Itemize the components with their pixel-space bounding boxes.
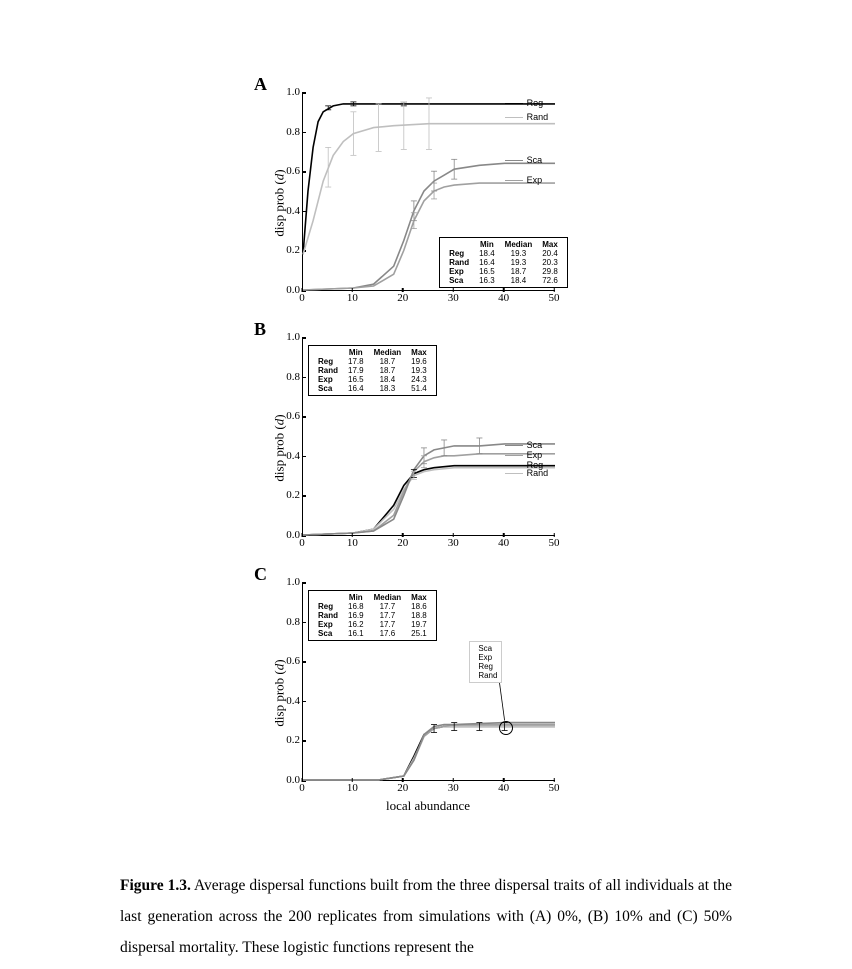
plot-area-a: RegRandScaExpMinMedianMaxReg18.419.320.4…	[302, 92, 555, 291]
panel-c: C disp prob (d) 0.00.20.40.60.81.0 ScaEx…	[260, 570, 590, 815]
page: A disp prob (d) 0.00.20.40.60.81.0 RegRa…	[0, 0, 852, 969]
legend-item: Sca	[505, 155, 543, 165]
yticks-a: 0.00.20.40.60.81.0	[274, 92, 300, 290]
legend-item: Rand	[505, 112, 549, 122]
legend-item: Exp	[505, 450, 543, 460]
legend-item: Rand	[505, 468, 549, 478]
panel-letter-a: A	[254, 74, 267, 95]
panel-letter-c: C	[254, 564, 267, 585]
plot-area-b: ScaExpRegRandMinMedianMaxReg17.818.719.6…	[302, 337, 555, 536]
legend-item: Reg	[505, 98, 544, 108]
callout-circle	[499, 721, 513, 735]
yticks-c: 0.00.20.40.60.81.0	[274, 582, 300, 780]
xlabel: local abundance	[302, 798, 554, 814]
figure-block: A disp prob (d) 0.00.20.40.60.81.0 RegRa…	[260, 80, 590, 815]
panel-b: B disp prob (d) 0.00.20.40.60.81.0 ScaEx…	[260, 325, 590, 570]
caption-text: Average dispersal functions built from t…	[120, 877, 732, 956]
stats-table: MinMedianMaxReg17.818.719.6Rand17.918.71…	[308, 345, 437, 396]
panel-letter-b: B	[254, 319, 266, 340]
stats-table: MinMedianMaxReg18.419.320.4Rand16.419.32…	[439, 237, 568, 288]
panel-a: A disp prob (d) 0.00.20.40.60.81.0 RegRa…	[260, 80, 590, 325]
xticks-a: 01020304050	[302, 292, 554, 308]
yticks-b: 0.00.20.40.60.81.0	[274, 337, 300, 535]
figure-label: Figure 1.3.	[120, 877, 191, 894]
legend-item: Sca	[505, 440, 543, 450]
legend-callout-box: ScaExpRegRand	[469, 641, 502, 683]
plot-area-c: ScaExpRegRand MinMedianMaxReg16.817.718.6…	[302, 582, 555, 781]
legend-item: Exp	[505, 175, 543, 185]
xticks-b: 01020304050	[302, 537, 554, 553]
figure-caption: Figure 1.3. Average dispersal functions …	[120, 870, 732, 963]
stats-table: MinMedianMaxReg16.817.718.6Rand16.917.71…	[308, 590, 437, 641]
xticks-c: 01020304050	[302, 782, 554, 798]
